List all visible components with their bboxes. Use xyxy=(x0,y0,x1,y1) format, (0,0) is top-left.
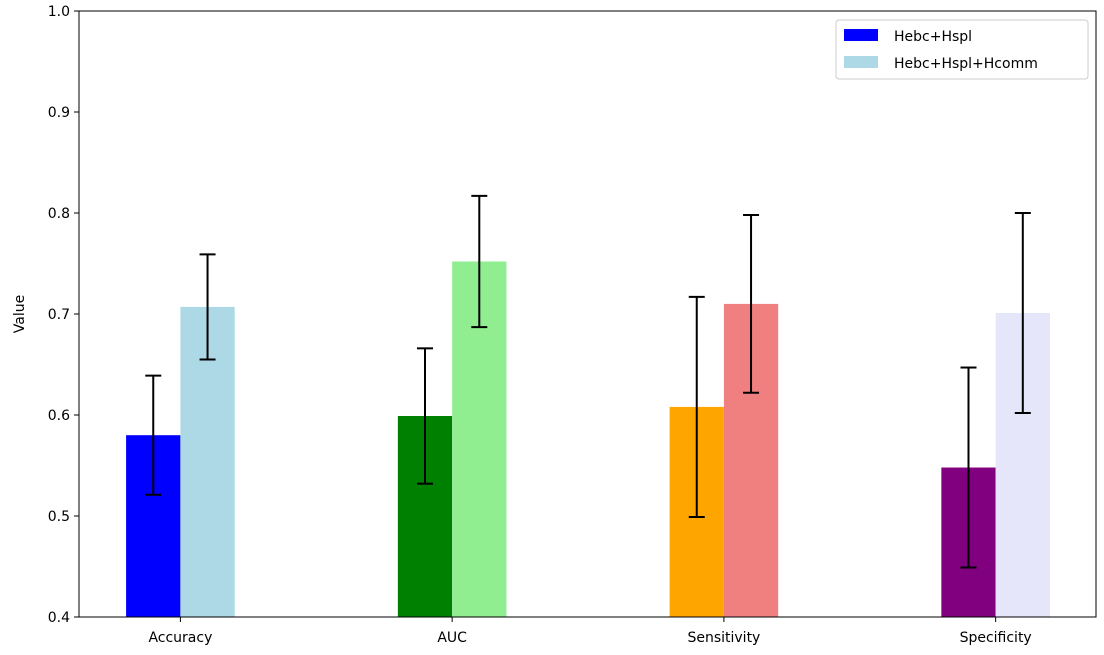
bars-layer xyxy=(126,261,1050,617)
error-bar-specificity-series-1 xyxy=(960,366,977,569)
x-tick-label-auc: AUC xyxy=(437,630,467,646)
x-axis: Accuracy AUC Sensitivity Specificity xyxy=(148,617,1032,646)
error-bar-sensitivity-series-2 xyxy=(743,214,760,394)
y-tick-label: 0.9 xyxy=(48,105,70,121)
legend-label: Hebc+Hspl xyxy=(894,29,972,45)
y-tick-label: 1.0 xyxy=(48,4,70,20)
error-bar-accuracy-series-2 xyxy=(199,253,216,361)
x-tick-label-specificity: Specificity xyxy=(960,630,1032,646)
legend-entry: Hebc+Hspl+Hcomm xyxy=(844,56,1038,72)
error-bar-accuracy-series-1 xyxy=(145,374,162,496)
y-tick-label: 0.6 xyxy=(48,408,70,424)
error-bar-auc-series-1 xyxy=(417,347,433,485)
error-bar-auc-series-2 xyxy=(471,194,488,329)
y-axis: 0.4 0.5 0.6 0.7 0.8 0.9 1.0 xyxy=(48,4,79,626)
x-tick-label-sensitivity: Sensitivity xyxy=(687,630,760,646)
y-tick-label: 0.5 xyxy=(48,509,70,525)
y-tick-label: 0.7 xyxy=(48,307,70,323)
error-bar-specificity-series-2 xyxy=(1014,212,1031,414)
legend-label: Hebc+Hspl+Hcomm xyxy=(894,56,1038,72)
legend-box xyxy=(835,19,1089,80)
error-bar-sensitivity-series-1 xyxy=(688,295,705,519)
error-bars-layer xyxy=(145,194,1031,569)
legend-swatch xyxy=(844,56,878,68)
x-tick-label-accuracy: Accuracy xyxy=(148,630,212,646)
y-tick-label: 0.4 xyxy=(48,610,70,626)
legend-swatch xyxy=(844,29,878,41)
y-tick-label: 0.8 xyxy=(48,206,70,222)
legend-entry: Hebc+Hspl xyxy=(844,29,972,45)
y-axis-label: Value xyxy=(12,295,28,333)
legend: Hebc+Hspl Hebc+Hspl+Hcomm xyxy=(835,19,1089,80)
